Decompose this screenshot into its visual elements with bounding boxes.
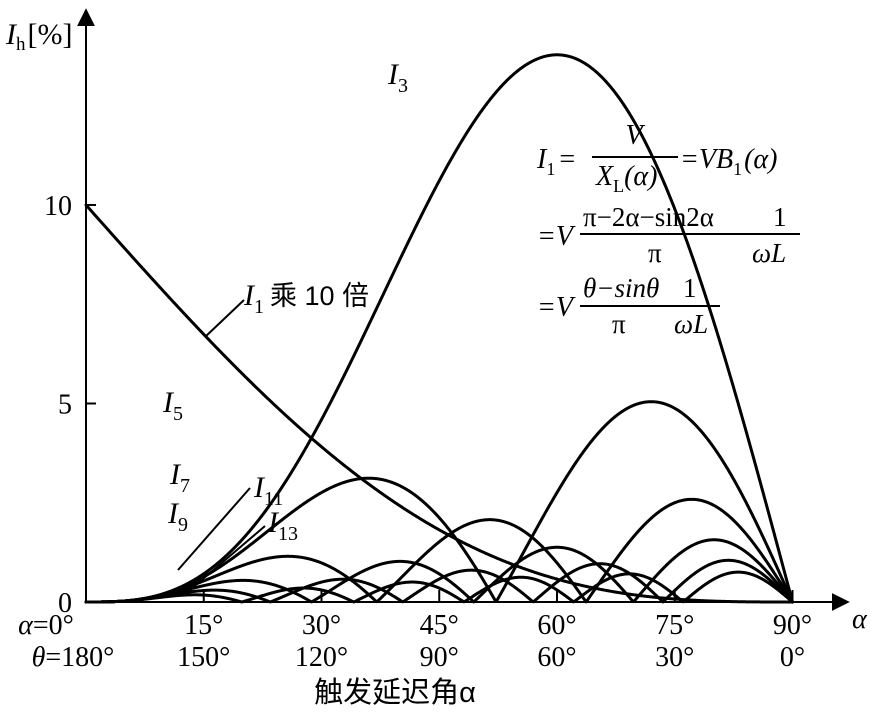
- tick-group: 0510α=0°θ=180°15°150°30°120°45°90°60°60°…: [18, 191, 812, 673]
- formula-line3-denominator2: ωL: [674, 309, 708, 339]
- x-tick-label-alpha: 15°: [184, 610, 223, 641]
- x-axis-title: 触发延迟角α: [314, 676, 476, 709]
- formula-line2-prefix: =V: [537, 221, 576, 252]
- label-i9: I9: [167, 497, 188, 536]
- x-tick-label-theta: θ=180°: [32, 642, 115, 673]
- label-i7: I7: [169, 458, 190, 497]
- label-i13: I13: [267, 506, 298, 545]
- series-I3: [84, 53, 794, 604]
- series-I13: [84, 570, 794, 604]
- x-tick-label-theta: 0°: [780, 642, 805, 673]
- x-tick-label-alpha: 30°: [302, 610, 341, 641]
- curve-group: [84, 53, 794, 604]
- x-tick-label-theta: 30°: [655, 642, 694, 673]
- y-tick-label: 10: [44, 191, 72, 222]
- leader-lines: [177, 299, 266, 591]
- series-I11: [84, 558, 794, 604]
- y-axis-title: Ih[%]: [5, 18, 72, 55]
- formula-line2-numerator: π−2α−sin2α: [583, 202, 714, 232]
- label-i1: I1 乘 10 倍: [243, 279, 369, 318]
- x-tick-label-theta: 60°: [537, 642, 576, 673]
- series-I5: [84, 400, 794, 604]
- formula-line2-denominator2: ωL: [752, 238, 786, 268]
- label-i11: I11: [253, 471, 283, 510]
- formula-block: I1 = V XL(α) =VB1(α) =V π−2α−sin2α 1 π ωL…: [536, 120, 800, 339]
- formula-line3-prefix: =V: [537, 292, 576, 323]
- x-tick-label-alpha: 75°: [655, 610, 694, 641]
- series-I1乘10倍: [84, 203, 794, 604]
- formula-line1-rhs: =VB1(α): [680, 144, 777, 179]
- formula-line2-denominator: π: [648, 238, 662, 268]
- x-tick-label-theta: 120°: [295, 642, 348, 673]
- formula-line1-numerator: V: [625, 120, 645, 151]
- leader-i11: [177, 487, 251, 571]
- leader-i1: [204, 299, 245, 338]
- series-I9: [84, 538, 794, 604]
- label-i5: I5: [162, 386, 183, 425]
- x-tick-label-theta: 90°: [420, 642, 459, 673]
- formula-line1-lhs: I1 =: [536, 144, 575, 179]
- x-tick-label-theta: 150°: [177, 642, 230, 673]
- x-tick-label-alpha: 45°: [420, 610, 459, 641]
- series-I7: [84, 497, 794, 604]
- x-tick-label-alpha: 90°: [773, 610, 812, 641]
- formula-line1-denominator: XL(α): [595, 161, 657, 196]
- x-tick-label-alpha: 60°: [537, 610, 576, 641]
- leader-i13: [189, 525, 266, 591]
- y-tick-label: 5: [58, 390, 72, 421]
- formula-line3-denominator: π: [612, 309, 626, 339]
- label-i3: I3: [387, 58, 408, 97]
- x-axis-symbol: α: [852, 604, 868, 635]
- y-tick-label: 0: [58, 588, 72, 619]
- formula-line2-numerator2: 1: [773, 202, 787, 232]
- x-tick-label-alpha: α=0°: [18, 610, 74, 641]
- formula-line3-numerator2: 1: [683, 273, 697, 303]
- formula-line3-numerator: θ−sinθ: [583, 273, 659, 303]
